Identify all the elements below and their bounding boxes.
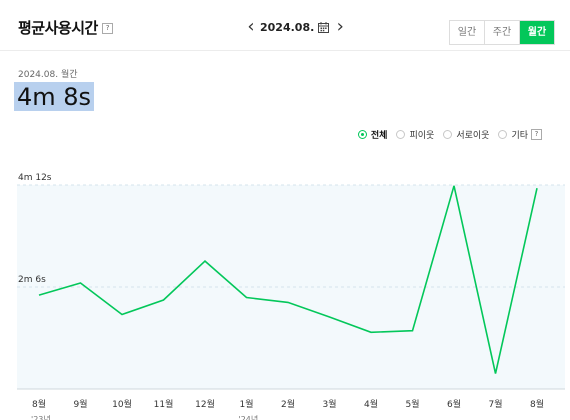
- x-tick-label: 3월: [322, 398, 336, 410]
- x-tick-label: 4월: [364, 398, 378, 410]
- data-point[interactable]: [532, 183, 542, 193]
- radio-icon[interactable]: [498, 130, 508, 139]
- data-point[interactable]: [117, 310, 127, 320]
- toggle-weekly[interactable]: 주간: [485, 21, 520, 44]
- legend: 전체 피이웃 서로이웃 기타 ?: [349, 128, 542, 141]
- help-icon[interactable]: ?: [531, 129, 542, 140]
- x-year-label: '23년: [31, 414, 51, 420]
- plot-area: [17, 185, 565, 389]
- x-tick-label: 11월: [154, 398, 174, 410]
- page-title: 평균사용시간?: [18, 17, 113, 38]
- x-tick-label: 9월: [73, 398, 87, 410]
- x-tick-label: 5월: [405, 398, 419, 410]
- data-point[interactable]: [366, 327, 376, 337]
- chevron-left-icon[interactable]: ‹: [247, 16, 255, 37]
- current-date: 2024.08.: [260, 20, 315, 34]
- period-label: 2024.08. 월간: [18, 70, 78, 80]
- x-year-label: '24년: [239, 414, 259, 420]
- calendar-icon[interactable]: [318, 21, 330, 33]
- data-point[interactable]: [34, 290, 44, 300]
- legend-item-neighbor[interactable]: 피이웃: [396, 128, 434, 141]
- average-time-value: 4m 8s: [14, 82, 95, 111]
- x-tick-label: 12월: [195, 398, 215, 410]
- y-tick-label: 4m 12s: [18, 173, 52, 183]
- header: 평균사용시간? ‹ 2024.08. › 일간 주간 월간: [0, 0, 570, 51]
- legend-label: 전체: [370, 131, 388, 141]
- legend-item-other[interactable]: 기타 ?: [498, 128, 542, 141]
- x-tick-label: 1월: [239, 398, 253, 410]
- legend-label: 피이웃: [409, 131, 435, 141]
- usage-time-chart: 2m 6s 4m 12s 8월 9월 10월 11월 12월 1월 2월 3월 4월 5월 6월 7월 8월…: [17, 173, 565, 420]
- data-point[interactable]: [242, 293, 252, 303]
- page-title-text: 평균사용시간: [18, 19, 98, 37]
- x-tick-label: 8월: [32, 398, 46, 410]
- data-point[interactable]: [325, 312, 335, 322]
- x-tick-label: 7월: [488, 398, 502, 410]
- data-point[interactable]: [200, 256, 210, 266]
- period-toggle: 일간 주간 월간: [449, 20, 555, 45]
- toggle-daily[interactable]: 일간: [450, 21, 485, 44]
- data-point[interactable]: [76, 278, 86, 288]
- x-tick-label: 10월: [112, 398, 132, 410]
- toggle-monthly[interactable]: 월간: [520, 21, 554, 44]
- help-icon[interactable]: ?: [101, 23, 113, 34]
- date-navigator: ‹ 2024.08. ›: [244, 15, 347, 39]
- radio-selected-icon[interactable]: [357, 130, 367, 139]
- legend-label: 기타: [511, 131, 528, 141]
- x-tick-label: 2월: [281, 398, 295, 410]
- x-tick-label: 8월: [530, 398, 544, 410]
- y-tick-label: 2m 6s: [18, 275, 46, 285]
- data-point[interactable]: [491, 369, 501, 379]
- radio-icon[interactable]: [443, 130, 453, 139]
- series-line-all: [38, 185, 538, 374]
- x-tick-label: 6월: [447, 398, 461, 410]
- legend-item-all[interactable]: 전체: [357, 128, 388, 141]
- data-point[interactable]: [408, 326, 418, 336]
- data-point[interactable]: [159, 295, 169, 305]
- legend-item-mutual-neighbor[interactable]: 서로이웃: [443, 128, 489, 141]
- radio-icon[interactable]: [396, 130, 406, 139]
- chevron-right-icon[interactable]: ›: [336, 16, 344, 37]
- data-point[interactable]: [283, 297, 293, 307]
- data-point[interactable]: [449, 181, 459, 191]
- legend-label: 서로이웃: [456, 131, 490, 141]
